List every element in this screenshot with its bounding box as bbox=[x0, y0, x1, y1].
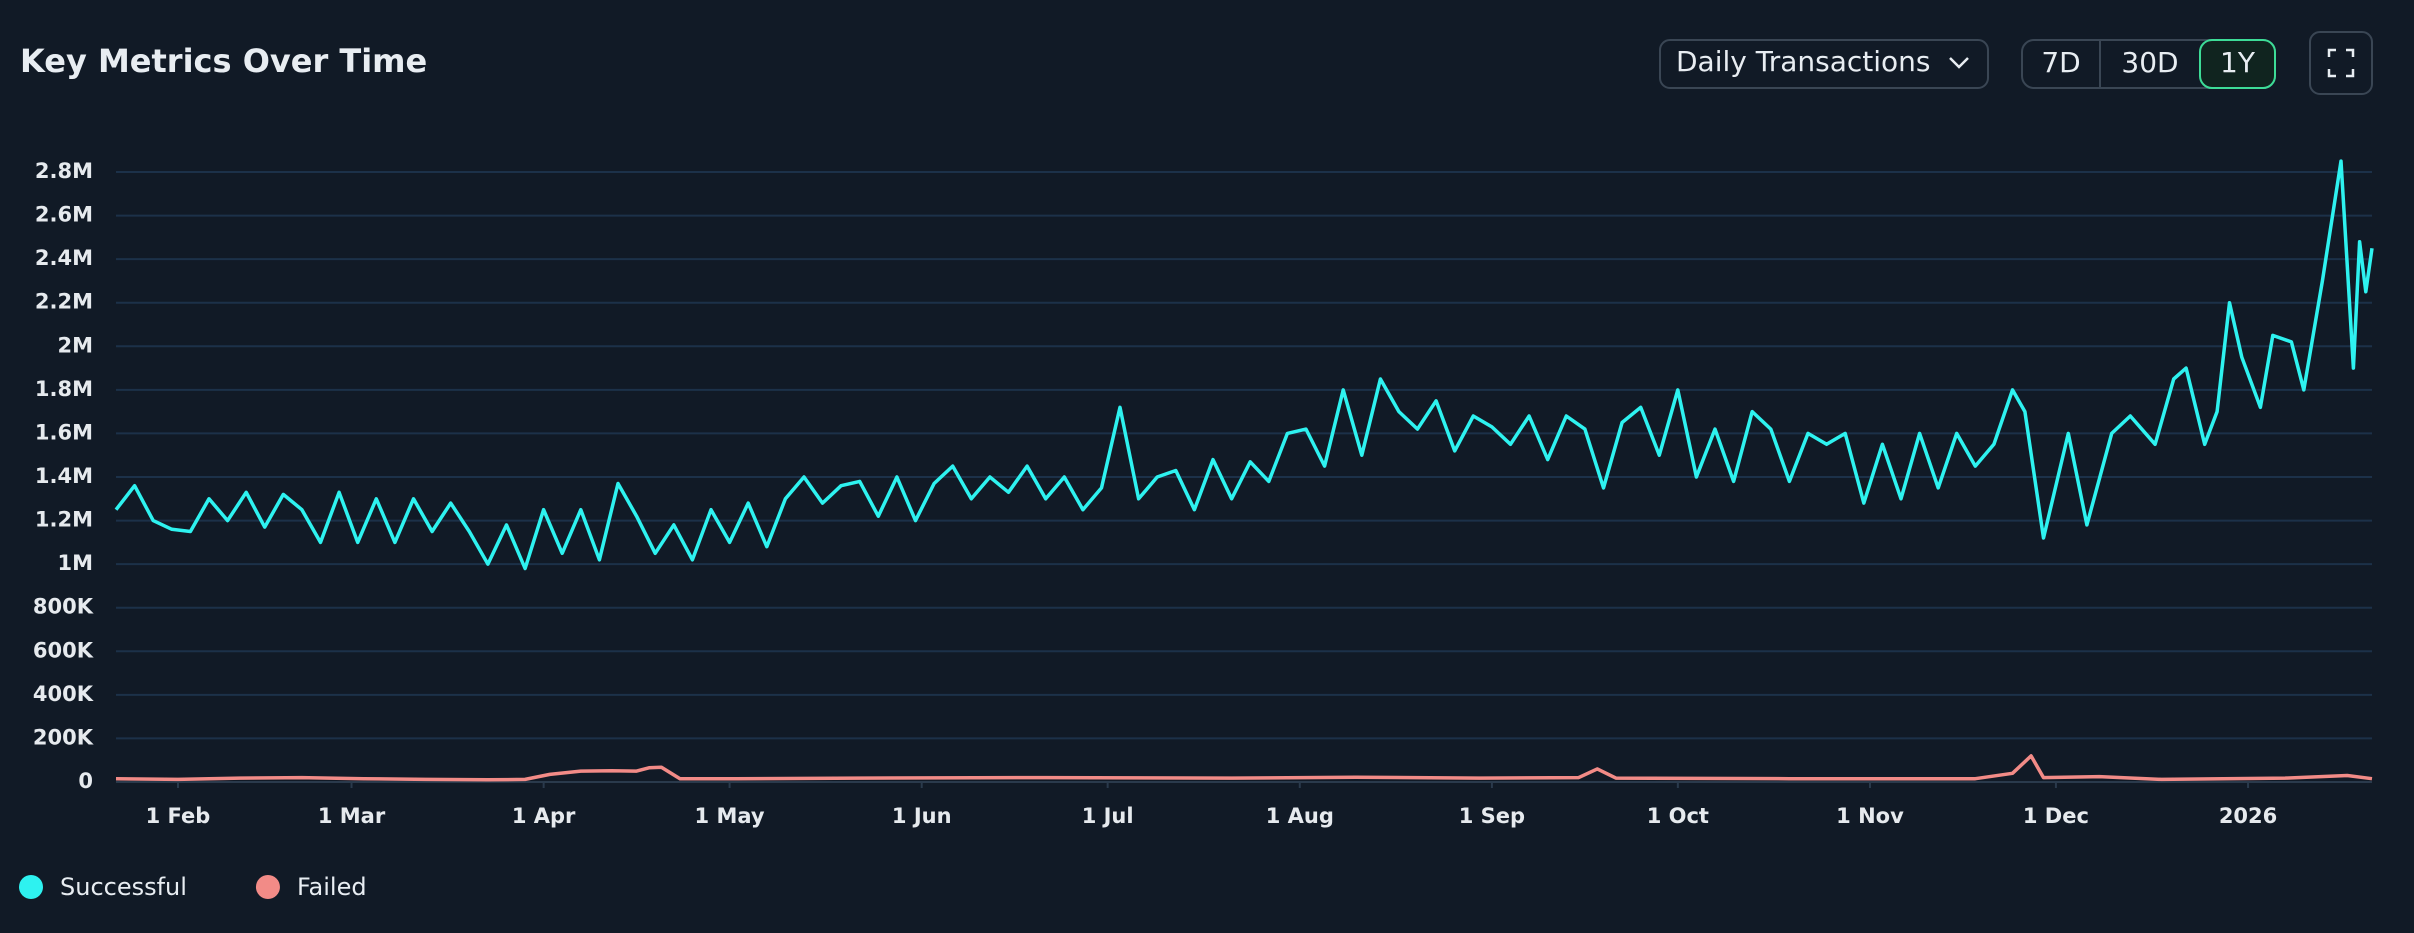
x-tick-label: 1 Mar bbox=[318, 804, 386, 828]
y-tick-label: 1M bbox=[57, 551, 93, 575]
range-button[interactable]: 1Y bbox=[2220, 46, 2256, 79]
x-tick-label: 1 Jun bbox=[892, 804, 952, 828]
x-tick-label: 1 Apr bbox=[512, 804, 576, 828]
y-tick-label: 1.2M bbox=[35, 508, 93, 532]
x-tick-label: 1 Nov bbox=[1836, 804, 1904, 828]
range-active[interactable] bbox=[2199, 39, 2276, 89]
x-tick-label: 2026 bbox=[2219, 804, 2277, 828]
series-line bbox=[114, 159, 2374, 571]
fullscreen-button[interactable] bbox=[2309, 31, 2373, 95]
legend-swatch[interactable] bbox=[19, 875, 43, 899]
metric-dropdown[interactable]: Daily Transactions bbox=[1659, 39, 1989, 89]
x-tick-label: 1 Oct bbox=[1647, 804, 1709, 828]
y-tick-label: 400K bbox=[33, 682, 94, 706]
x-tick-label: 1 Feb bbox=[146, 804, 211, 828]
legend-label[interactable]: Successful bbox=[60, 873, 187, 901]
x-tick-label: 1 Dec bbox=[2023, 804, 2089, 828]
range-button[interactable]: 7D bbox=[2041, 46, 2080, 79]
y-tick-label: 1.6M bbox=[35, 420, 93, 444]
range-group: 7D 30D 1Y bbox=[2021, 39, 2276, 89]
legend-swatch[interactable] bbox=[255, 875, 280, 899]
range-button[interactable]: 30D bbox=[2121, 46, 2178, 79]
x-tick-label: 1 Aug bbox=[1266, 804, 1334, 828]
x-tick-label: 1 May bbox=[695, 804, 765, 828]
y-tick-label: 800K bbox=[33, 595, 94, 619]
y-tick-label: 2.4M bbox=[35, 246, 93, 270]
button-box[interactable] bbox=[2309, 31, 2373, 95]
dropdown-label[interactable]: Daily Transactions bbox=[1676, 45, 1931, 78]
y-tick-label: 600K bbox=[33, 638, 94, 662]
y-tick-label: 1.4M bbox=[35, 464, 93, 488]
y-tick-label: 200K bbox=[33, 725, 94, 749]
legend-label[interactable]: Failed bbox=[297, 873, 367, 901]
y-tick-label: 2M bbox=[57, 333, 93, 357]
fullscreen-icon bbox=[2327, 48, 2355, 78]
y-tick-label: 2.2M bbox=[35, 290, 93, 314]
dropdown-chevron bbox=[1949, 57, 1969, 69]
x-tick-label: 1 Jul bbox=[1082, 804, 1134, 828]
dropdown-box[interactable] bbox=[1659, 39, 1989, 89]
x-tick-label: 1 Sep bbox=[1459, 804, 1525, 828]
y-tick-label: 1.8M bbox=[35, 377, 93, 401]
y-tick-label: 2.8M bbox=[35, 159, 93, 183]
y-tick-label: 0 bbox=[78, 769, 93, 793]
y-tick-label: 2.6M bbox=[35, 203, 93, 227]
series-line bbox=[115, 754, 2373, 782]
chart-title: Key Metrics Over Time bbox=[20, 42, 427, 80]
